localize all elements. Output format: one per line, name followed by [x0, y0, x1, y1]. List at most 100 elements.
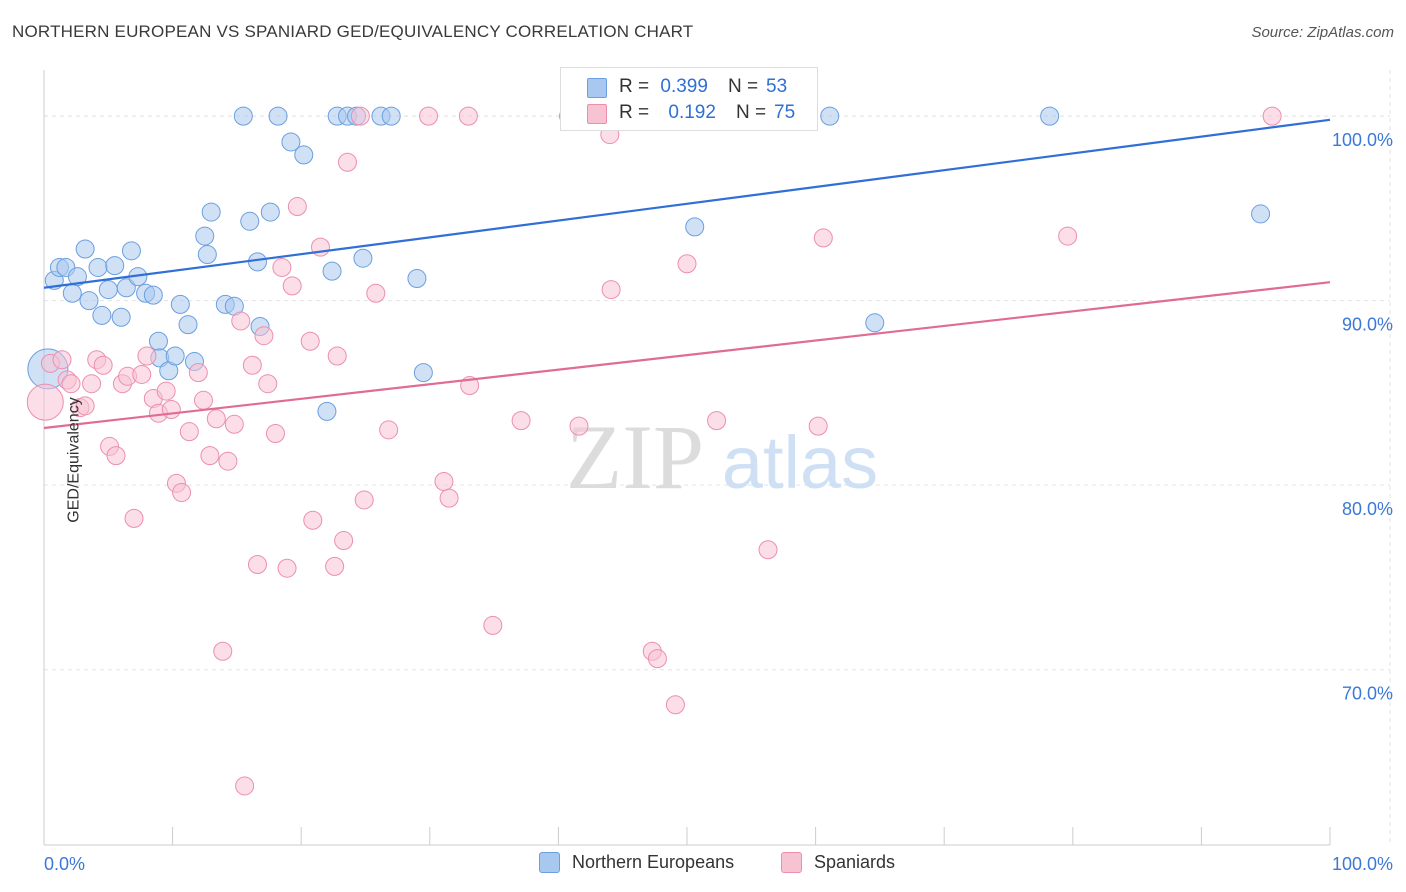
point-northern-european: [381, 106, 401, 126]
point-spaniard: [265, 424, 285, 444]
point-spaniard: [272, 257, 292, 277]
source-label: Source: ZipAtlas.com: [1251, 24, 1394, 41]
stats-swatch-northern: [587, 78, 607, 98]
point-spaniard: [247, 555, 267, 575]
point-spaniard: [325, 556, 345, 576]
point-northern-european: [88, 257, 108, 277]
point-spaniard: [52, 350, 72, 370]
point-northern-european: [322, 261, 342, 281]
point-spaniard: [419, 106, 439, 126]
point-northern-european: [1040, 106, 1060, 126]
point-spaniard: [206, 409, 226, 429]
point-northern-european: [197, 245, 217, 265]
point-spaniard: [458, 106, 478, 126]
point-spaniard: [254, 326, 274, 346]
point-spaniard: [354, 490, 374, 510]
stats-row-northern: R = 0.399 N = 53: [619, 75, 787, 99]
point-spaniard: [75, 396, 95, 416]
point-spaniard: [327, 346, 347, 366]
point-spaniard: [379, 420, 399, 440]
point-spaniard: [277, 558, 297, 578]
n-label: N =: [727, 76, 759, 97]
point-spaniard: [647, 649, 667, 669]
point-spaniard: [61, 374, 81, 394]
legend-swatch-spaniards: [781, 852, 802, 873]
point-spaniard: [282, 276, 302, 296]
point-spaniard: [677, 254, 697, 274]
legend-label: Spaniards: [814, 852, 896, 872]
point-spaniard: [213, 641, 233, 661]
trend-lines: [43, 118, 1331, 430]
point-northern-european: [281, 132, 301, 152]
point-spaniard: [161, 400, 181, 420]
point-spaniard: [26, 383, 64, 421]
grid-lines: [44, 70, 1391, 845]
point-northern-european: [407, 269, 427, 289]
point-northern-european: [201, 202, 221, 222]
n-label: N =: [735, 102, 767, 123]
point-spaniard: [366, 283, 386, 303]
point-northern-european: [353, 248, 373, 268]
point-northern-european: [170, 294, 190, 314]
r-label: R =: [619, 102, 650, 123]
r-value: 0.192: [668, 102, 716, 123]
point-northern-european: [111, 307, 131, 327]
legend-swatch-northern: [539, 852, 560, 873]
point-northern-european: [240, 211, 260, 231]
y-tick-label: 100.0%: [1332, 130, 1393, 150]
point-spaniard: [242, 355, 262, 375]
stats-legend: R = 0.399 N = 53 R = 0.192 N = 75: [560, 67, 818, 131]
point-northern-european: [98, 280, 118, 300]
point-spaniard: [124, 508, 144, 528]
tick-labels: 70.0% 80.0% 90.0% 100.0% 0.0% 100.0%: [44, 130, 1393, 874]
point-northern-european: [62, 283, 82, 303]
point-northern-european: [79, 291, 99, 311]
y-axis-label: GED/Equivalency: [65, 397, 83, 523]
legend-label: Northern Europeans: [572, 852, 735, 872]
point-spaniard: [813, 228, 833, 248]
point-northern-european: [165, 346, 185, 366]
point-spaniard: [569, 416, 589, 436]
point-spaniard: [483, 615, 503, 635]
point-spaniard: [334, 531, 354, 551]
point-northern-european: [317, 401, 337, 421]
point-spaniard: [179, 422, 199, 442]
point-spaniard: [82, 374, 102, 394]
point-spaniard: [193, 390, 213, 410]
point-northern-european: [865, 313, 885, 333]
point-northern-european: [195, 226, 215, 246]
point-northern-european: [121, 241, 141, 261]
point-spaniard: [132, 364, 152, 384]
point-spaniard: [439, 488, 459, 508]
trend-line-spaniard: [43, 281, 1331, 430]
n-value: 75: [774, 102, 796, 123]
legend-item-spaniards[interactable]: Spaniards: [781, 852, 895, 873]
point-northern-european: [820, 106, 840, 126]
point-spaniard: [200, 446, 220, 466]
point-northern-european: [105, 256, 125, 276]
point-spaniard: [300, 331, 320, 351]
point-northern-european: [92, 305, 112, 325]
point-spaniard: [511, 411, 531, 431]
point-northern-european: [413, 363, 433, 383]
point-northern-european: [233, 106, 253, 126]
point-northern-european: [260, 202, 280, 222]
data-points: [26, 106, 1282, 796]
trend-line-northern-european: [43, 118, 1331, 289]
point-northern-european: [247, 252, 267, 272]
point-northern-european: [67, 267, 87, 287]
point-spaniard: [156, 381, 176, 401]
legend-item-northern-europeans[interactable]: Northern Europeans: [539, 852, 734, 873]
stats-row-spaniards: R = 0.192 N = 75: [619, 101, 795, 125]
point-northern-european: [75, 239, 95, 259]
axes: [43, 70, 1331, 846]
point-spaniard: [93, 355, 113, 375]
chart-title: NORTHERN EUROPEAN VS SPANIARD GED/EQUIVA…: [12, 22, 694, 41]
point-northern-european: [178, 315, 198, 335]
point-spaniard: [808, 416, 828, 436]
stats-swatch-spaniards: [587, 104, 607, 124]
watermark-zip: ZIP: [566, 406, 704, 508]
point-spaniard: [758, 540, 778, 560]
watermark-atlas: atlas: [722, 421, 878, 504]
